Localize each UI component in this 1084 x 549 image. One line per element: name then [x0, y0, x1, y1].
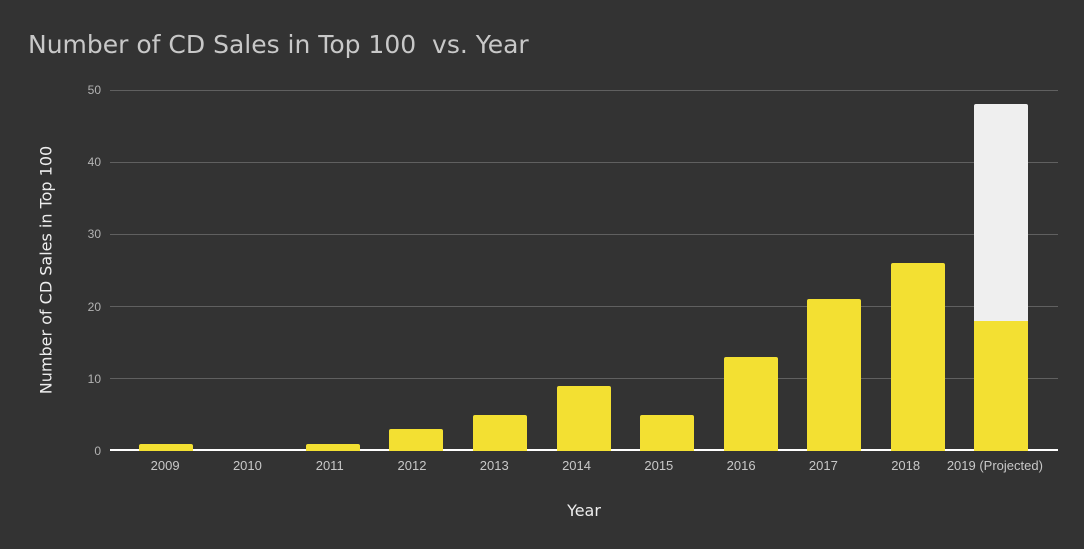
y-tick-label: 40	[87, 155, 101, 170]
y-tick-label: 10	[87, 371, 101, 386]
x-tick-label: 2015	[644, 458, 674, 473]
bar-segment	[807, 299, 862, 451]
x-tick-label: 2016	[726, 458, 756, 473]
y-axis-title: Number of CD Sales in Top 100	[36, 145, 56, 395]
bar-segment	[890, 263, 945, 451]
x-tick-label: 2018	[891, 458, 921, 473]
bar-group	[124, 90, 208, 451]
bar-segment	[389, 429, 444, 451]
gridline	[110, 233, 1058, 235]
bar-segment	[640, 414, 695, 451]
gridline	[110, 378, 1058, 380]
x-tick-label: 2009	[150, 458, 180, 473]
bar-segment	[305, 443, 360, 451]
chart-title: Number of CD Sales in Top 100 vs. Year	[28, 30, 529, 59]
bar-group	[375, 90, 459, 451]
bar-group	[208, 90, 292, 451]
bar-segment	[974, 104, 1029, 322]
bar-group	[709, 90, 793, 451]
bar-segment	[723, 357, 778, 451]
bar-segment	[138, 443, 193, 451]
x-tick-label: 2013	[479, 458, 509, 473]
bar-group	[458, 90, 542, 451]
bar-segment	[556, 386, 611, 451]
x-tick-label: 2014	[562, 458, 591, 473]
gridline	[110, 90, 1058, 91]
gridline	[110, 161, 1058, 163]
plot-area: 0 10 20 30 40 50	[88, 84, 1058, 457]
bar-segment	[472, 414, 527, 451]
x-tick-label: 2011	[315, 458, 344, 473]
bar-group	[876, 90, 960, 451]
y-tick-label: 30	[87, 227, 101, 242]
bar-group	[542, 90, 626, 451]
bar-segment	[974, 321, 1029, 451]
y-tick-label: 0	[94, 444, 101, 458]
x-tick-label: 2019 (Projected)	[946, 458, 1043, 473]
bar-group	[291, 90, 375, 451]
y-tick-label: 50	[87, 83, 101, 97]
bar-group	[959, 90, 1043, 451]
x-tick-label: 2017	[808, 458, 838, 473]
x-tick-label: 2010	[232, 458, 262, 473]
x-tick-label: 2012	[397, 458, 427, 473]
bar-group	[625, 90, 709, 451]
bar-group	[792, 90, 876, 451]
gridline	[110, 306, 1058, 308]
y-tick-label: 20	[87, 299, 101, 314]
bars-container	[124, 90, 1043, 451]
x-axis-tick-labels: 2009 2010 2011 2012 2013 2014 2015 2016 2017 2018…	[124, 458, 1043, 473]
x-axis-title: Year	[567, 501, 601, 520]
